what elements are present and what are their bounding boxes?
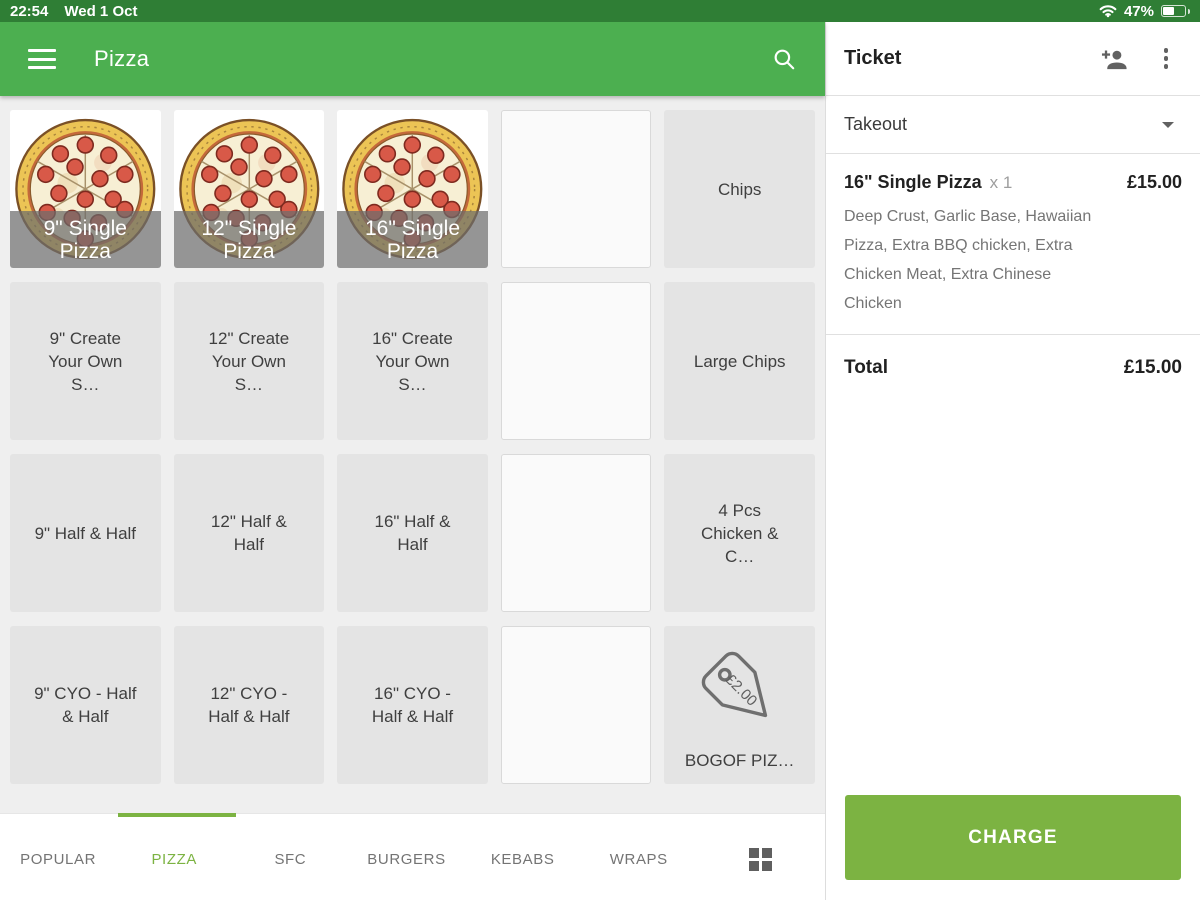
- tile-label-overlay: 9" Single Pizza: [10, 211, 161, 268]
- add-person-icon: [1101, 50, 1128, 73]
- order-type-value: Takeout: [844, 114, 908, 134]
- ticket-total-row: Total £15.00: [826, 335, 1200, 401]
- search-icon: [771, 49, 797, 75]
- product-tile-label: Chips: [717, 179, 762, 199]
- product-tile-label: 9" Create Your Own S…: [48, 328, 123, 394]
- kebab-menu-icon: [1163, 48, 1168, 53]
- tab-wraps[interactable]: WRAPS: [581, 818, 697, 900]
- product-tile[interactable]: 16" Half & Half: [337, 454, 488, 612]
- product-tile-label: BOGOF PIZ…: [684, 751, 795, 770]
- product-tile[interactable]: 12" CYO - Half & Half: [173, 626, 325, 784]
- product-tile-label: 16" Single Pizza: [364, 216, 460, 263]
- product-tile[interactable]: 16" Create Your Own S…: [337, 282, 488, 440]
- status-right: 47%: [1099, 3, 1190, 20]
- empty-tile: [500, 626, 652, 784]
- app-bar: Pizza: [0, 22, 825, 96]
- tab-popular[interactable]: POPULAR: [0, 818, 116, 900]
- category-tabbar: POPULAR PIZZA SFC BURGERS KEBABS WRAPS: [0, 813, 825, 900]
- hamburger-icon: [28, 49, 56, 52]
- tab-burgers[interactable]: BURGERS: [348, 818, 464, 900]
- product-tile[interactable]: 16" Single Pizza: [337, 110, 488, 268]
- product-tile[interactable]: 9" Single Pizza: [10, 110, 161, 268]
- price-tag-icon: £2.00: [701, 651, 767, 718]
- wifi-icon: [1099, 4, 1117, 18]
- product-tile[interactable]: 16" CYO - Half & Half: [337, 626, 488, 784]
- battery-nub: [1188, 8, 1190, 14]
- product-tile[interactable]: 12" Single Pizza: [173, 110, 325, 268]
- status-bar: 22:54 Wed 1 Oct 47%: [0, 0, 1200, 22]
- product-tile-label: 9" Half & Half: [34, 523, 137, 543]
- layout-grid-button[interactable]: [697, 818, 825, 900]
- product-tile-label: 12" Half & Half: [210, 512, 287, 554]
- product-tile-label: 12" CYO - Half & Half: [208, 684, 290, 726]
- search-button[interactable]: [771, 46, 797, 72]
- tile-label-overlay: 16" Single Pizza: [337, 211, 488, 268]
- product-tile-label: 12" Single Pizza: [201, 216, 297, 263]
- line-item-modifiers: Deep Crust, Garlic Base, Hawaiian Pizza,…: [844, 208, 1092, 312]
- product-tile[interactable]: 9" CYO - Half & Half: [10, 626, 161, 784]
- menu-button[interactable]: [28, 49, 56, 69]
- product-tile-label: 16" CYO - Half & Half: [371, 684, 454, 726]
- ticket-title: Ticket: [844, 47, 902, 69]
- product-tile[interactable]: 12" Half & Half: [173, 454, 325, 612]
- product-tile-label: 9" Single Pizza: [43, 216, 127, 263]
- product-tile-label: 4 Pcs Chicken & C…: [700, 500, 779, 566]
- product-tile[interactable]: £2.00 BOGOF PIZ…: [664, 626, 815, 784]
- order-type-dropdown[interactable]: Takeout: [826, 96, 1200, 154]
- battery-icon: [1161, 5, 1186, 17]
- status-time: 22:54: [10, 2, 49, 20]
- line-item-qty: x 1: [989, 173, 1013, 192]
- ticket-header: Ticket: [826, 22, 1200, 96]
- chevron-down-icon: [1162, 121, 1174, 128]
- ticket-panel: Ticket Takeout 16" Si: [825, 22, 1200, 900]
- active-tab-indicator: [117, 813, 236, 817]
- product-tile[interactable]: 12" Create Your Own S…: [173, 282, 325, 440]
- empty-tile: [500, 110, 652, 268]
- empty-tile: [500, 282, 652, 440]
- product-tile[interactable]: Chips: [664, 110, 815, 268]
- tab-pizza[interactable]: PIZZA: [116, 818, 232, 900]
- line-item-price: £15.00: [1126, 172, 1182, 192]
- product-tile-label: 16" Half & Half: [374, 512, 451, 554]
- product-tile[interactable]: 9" Half & Half: [10, 454, 161, 612]
- status-date: Wed 1 Oct: [64, 2, 138, 20]
- product-tile[interactable]: 9" Create Your Own S…: [10, 282, 161, 440]
- tab-sfc[interactable]: SFC: [232, 818, 348, 900]
- product-tile-label: Large Chips: [693, 351, 786, 371]
- line-item-name: 16" Single Pizza: [844, 172, 982, 192]
- tab-slots: POPULAR PIZZA SFC BURGERS KEBABS WRAPS: [0, 818, 825, 900]
- product-tile-label: 16" Create Your Own S…: [372, 328, 453, 394]
- total-label: Total: [844, 357, 888, 378]
- battery-percent: 47%: [1123, 2, 1154, 20]
- status-left: 22:54 Wed 1 Oct: [10, 3, 137, 20]
- product-grid: 9" Single Pizza 12" Single Pizza 16" S: [0, 96, 825, 813]
- total-value: £15.00: [1123, 357, 1182, 378]
- charge-button[interactable]: CHARGE: [845, 795, 1181, 880]
- add-customer-button[interactable]: [1101, 48, 1128, 70]
- product-tile[interactable]: 4 Pcs Chicken & C…: [664, 454, 815, 612]
- ticket-line-item[interactable]: 16" Single Pizza x 1 £15.00 Deep Crust, …: [826, 154, 1200, 335]
- line-item-row: 16" Single Pizza x 1 £15.00: [844, 172, 1182, 193]
- tile-label-overlay: 12" Single Pizza: [173, 211, 325, 268]
- product-tile-label: 9" CYO - Half & Half: [34, 684, 137, 726]
- tab-kebabs[interactable]: KEBABS: [465, 818, 581, 900]
- layout-grid-icon: [749, 847, 773, 871]
- kebab-menu-button[interactable]: [1158, 46, 1175, 71]
- product-tile[interactable]: Large Chips: [664, 282, 815, 440]
- page-title: Pizza: [94, 46, 150, 71]
- product-tile-label: 12" Create Your Own S…: [208, 328, 290, 394]
- empty-tile: [500, 454, 652, 612]
